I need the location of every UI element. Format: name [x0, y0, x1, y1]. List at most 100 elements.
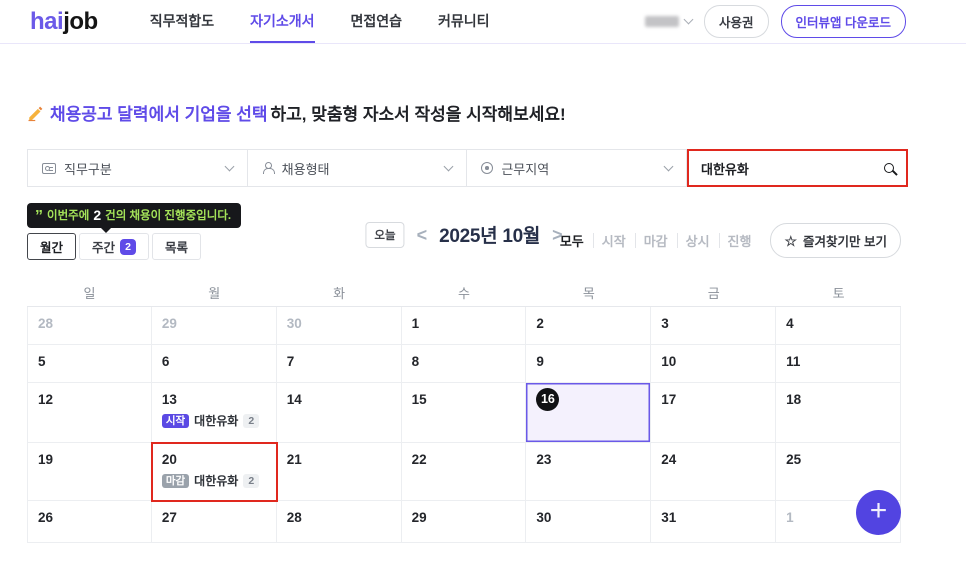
writing-hand-icon	[27, 104, 45, 122]
status-filter-ongoing[interactable]: 진행	[718, 231, 761, 250]
calendar-cell[interactable]: 18	[776, 383, 901, 443]
date-number: 28	[286, 510, 302, 525]
calendar-cell[interactable]: 2	[526, 307, 652, 345]
calendar-event[interactable]: 시작 대한유화 2	[161, 413, 260, 428]
event-company-name: 대한유화	[194, 473, 239, 488]
work-region-dropdown[interactable]: 근무지역	[466, 150, 687, 186]
nav-item-cover-letter[interactable]: 자기소개서	[250, 0, 315, 43]
calendar-event[interactable]: 마감 대한유화 2	[161, 473, 260, 488]
calendar-cell[interactable]: 10	[651, 345, 777, 383]
event-start-badge: 시작	[161, 413, 190, 428]
calendar-cell[interactable]: 31	[651, 501, 777, 543]
calendar-cell[interactable]: 26	[27, 501, 152, 543]
filter-dropdowns: 직무구분 채용형태 근무지역	[27, 149, 687, 187]
status-filter-start[interactable]: 시작	[592, 231, 635, 250]
date-number: 26	[38, 510, 54, 525]
calendar-cell[interactable]: 19	[27, 443, 152, 501]
license-button[interactable]: 사용권	[704, 5, 769, 38]
calendar-cell[interactable]: 1	[401, 307, 527, 345]
calendar-cell[interactable]: 6	[151, 345, 277, 383]
top-navbar: haijob 직무적합도 자기소개서 면접연습 커뮤니티 사용권 인터뷰앱 다운…	[0, 0, 966, 44]
calendar-cell[interactable]: 30	[526, 501, 652, 543]
haijob-logo[interactable]: haijob	[30, 8, 98, 36]
calendar-cell[interactable]: 7	[276, 345, 402, 383]
monthly-view-button[interactable]: 월간	[27, 233, 77, 260]
id-card-icon	[42, 162, 56, 174]
date-number: 5	[38, 354, 46, 369]
calendar-cell[interactable]: 28	[276, 501, 402, 543]
view-toggle-group: 월간 주간 2 목록	[27, 233, 202, 260]
add-floating-button[interactable]: +	[856, 490, 901, 535]
weekly-count-badge: 2	[120, 238, 137, 255]
calendar-cell[interactable]: 8	[401, 345, 527, 383]
calendar-cell[interactable]: 3	[651, 307, 777, 345]
logo-job: job	[63, 7, 98, 35]
event-count-badge: 2	[243, 473, 260, 488]
calendar-cell[interactable]: 22	[401, 443, 527, 501]
search-icon[interactable]	[884, 163, 894, 173]
nav-item-interview-practice[interactable]: 면접연습	[350, 12, 403, 29]
calendar-grid: 일 월 화 수 목 금 토 28 29 30 1 2 3 4 5 6 7 8 9 10 11 12 13 시작 대한유화 2 14 1…	[27, 279, 901, 543]
favorites-only-button[interactable]: ☆ 즐겨찾기만 보기	[770, 223, 901, 258]
calendar-cell[interactable]: 28	[27, 307, 152, 345]
status-filter-deadline[interactable]: 마감	[634, 231, 677, 250]
today-button[interactable]: 오늘	[365, 221, 405, 248]
nav-item-community[interactable]: 커뮤니티	[438, 12, 490, 29]
chevron-down-icon	[663, 161, 674, 172]
user-menu[interactable]	[645, 14, 694, 27]
date-number: 13	[161, 392, 177, 407]
employment-type-dropdown[interactable]: 채용형태	[246, 150, 467, 186]
date-number: 1	[786, 510, 794, 525]
page-title: 채용공고 달력에서 기업을 선택 하고, 맞춤형 자소서 작성을 시작해보세요!	[27, 100, 901, 125]
calendar-cell[interactable]: 9	[526, 345, 652, 383]
day-of-week-header: 목	[526, 279, 652, 307]
day-of-week-header: 화	[276, 279, 402, 307]
today-date-badge: 16	[536, 388, 560, 411]
calendar-cell[interactable]: 27	[151, 501, 277, 543]
calendar-cell[interactable]: 13 시작 대한유화 2	[151, 383, 277, 443]
calendar-cell[interactable]: 23	[526, 443, 652, 501]
calendar-cell[interactable]: 14	[276, 383, 402, 443]
date-number: 22	[411, 452, 427, 467]
next-month-icon[interactable]: >	[552, 224, 563, 245]
company-search-box-annotated	[687, 149, 908, 187]
date-number: 20	[161, 452, 177, 467]
calendar-month-nav: 오늘 < 2025년 10월 >	[365, 221, 563, 248]
calendar-cell[interactable]: 29	[401, 501, 527, 543]
calendar-cell[interactable]: 4	[776, 307, 901, 345]
calendar-cell[interactable]: 17	[651, 383, 777, 443]
date-number: 29	[411, 510, 427, 525]
page-title-rest: 하고, 맞춤형 자소서 작성을 시작해보세요!	[270, 105, 566, 124]
calendar-cell[interactable]: 16	[526, 383, 652, 443]
status-filter-always[interactable]: 상시	[676, 231, 719, 250]
calendar-cell-annotated[interactable]: 20 마감 대한유화 2	[150, 442, 278, 502]
calendar-cell[interactable]: 15	[401, 383, 527, 443]
job-category-dropdown[interactable]: 직무구분	[28, 150, 247, 186]
date-number: 31	[661, 510, 677, 525]
calendar-cell[interactable]: 30	[276, 307, 402, 345]
list-view-button[interactable]: 목록	[152, 233, 202, 260]
calendar-cell[interactable]: 5	[27, 345, 152, 383]
interview-app-download-button[interactable]: 인터뷰앱 다운로드	[780, 5, 906, 38]
calendar-cell[interactable]: 29	[151, 307, 277, 345]
date-number: 2	[536, 316, 544, 331]
event-company-name: 대한유화	[194, 413, 239, 428]
date-number: 18	[786, 392, 802, 407]
nav-item-job-fit[interactable]: 직무적합도	[149, 12, 215, 29]
calendar-cell[interactable]: 11	[776, 345, 901, 383]
dropdown-label: 근무지역	[501, 161, 550, 177]
weekly-view-button[interactable]: 주간 2	[79, 233, 150, 260]
date-number: 28	[38, 316, 54, 331]
dropdown-label: 직무구분	[64, 161, 112, 177]
monthly-label: 월간	[40, 241, 64, 255]
day-of-week-header: 일	[27, 279, 152, 307]
status-filter-all[interactable]: 모두	[559, 234, 584, 249]
prev-month-icon[interactable]: <	[416, 224, 428, 245]
date-number: 24	[661, 452, 677, 467]
filter-bar: 직무구분 채용형태 근무지역	[27, 149, 908, 187]
calendar-cell[interactable]: 24	[651, 443, 777, 501]
calendar-cell[interactable]: 21	[276, 443, 402, 501]
company-search-input[interactable]	[701, 160, 876, 176]
logo-hai: hai	[30, 7, 64, 35]
calendar-cell[interactable]: 12	[27, 383, 152, 443]
